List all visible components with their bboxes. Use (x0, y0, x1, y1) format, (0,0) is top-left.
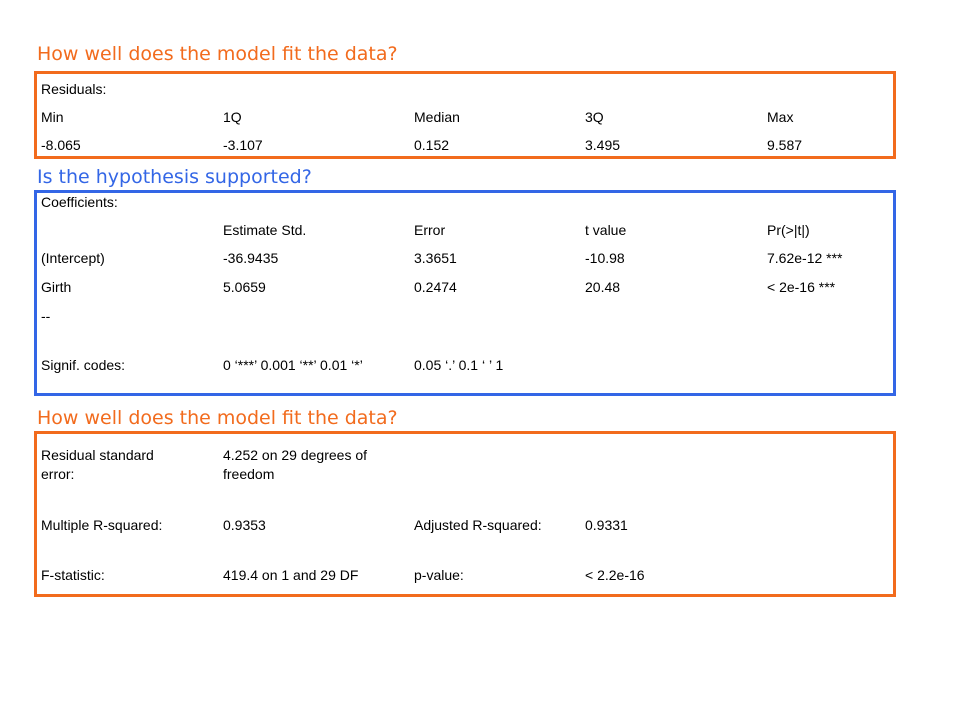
p-value-value: < 2.2e-16 (585, 567, 645, 583)
section-heading-hypothesis: Is the hypothesis supported? (37, 166, 312, 188)
residuals-box (34, 71, 896, 159)
residuals-header-3q: 3Q (585, 109, 604, 125)
coef-row-girth-p: < 2e-16 *** (767, 279, 836, 295)
coef-row-intercept-name: (Intercept) (41, 250, 105, 266)
residuals-value-min: -8.065 (41, 137, 81, 153)
coef-header-t-value: t value (585, 222, 627, 238)
residuals-value-max: 9.587 (767, 137, 803, 153)
coefficients-label: Coefficients: (41, 194, 118, 210)
signif-codes-part-a: 0 ‘***’ 0.001 ‘**’ 0.01 ‘*’ (223, 357, 363, 373)
f-statistic-label: F-statistic: (41, 567, 105, 583)
coef-row-girth-estimate: 5.0659 (223, 279, 266, 295)
residuals-label: Residuals: (41, 81, 107, 97)
multiple-r2-value: 0.9353 (223, 517, 266, 533)
coef-row-intercept-p: 7.62e-12 *** (767, 250, 843, 266)
coef-row-girth-name: Girth (41, 279, 72, 295)
section-heading-model-fit-2: How well does the model fit the data? (37, 407, 398, 429)
residuals-value-median: 0.152 (414, 137, 450, 153)
coef-header-estimate: Estimate Std. (223, 222, 307, 238)
coef-row-girth-t: 20.48 (585, 279, 621, 295)
coef-row-intercept-t: -10.98 (585, 250, 625, 266)
coef-header-error: Error (414, 222, 446, 238)
coef-row-girth-error: 0.2474 (414, 279, 457, 295)
signif-codes-part-b: 0.05 ‘.’ 0.1 ‘ ’ 1 (414, 357, 504, 373)
section-heading-model-fit: How well does the model fit the data? (37, 43, 398, 65)
multiple-r2-label: Multiple R-squared: (41, 517, 163, 533)
adjusted-r2-value: 0.9331 (585, 517, 628, 533)
residuals-header-min: Min (41, 109, 64, 125)
f-statistic-value: 419.4 on 1 and 29 DF (223, 567, 359, 583)
coefficients-box (34, 190, 896, 396)
p-value-label: p-value: (414, 567, 464, 583)
residuals-value-1q: -3.107 (223, 137, 263, 153)
residuals-value-3q: 3.495 (585, 137, 621, 153)
coef-separator: -- (41, 308, 51, 324)
residuals-header-median: Median (414, 109, 460, 125)
signif-codes-label: Signif. codes: (41, 357, 126, 373)
rse-value: 4.252 on 29 degrees of freedom (223, 447, 368, 482)
coef-header-p-value: Pr(>|t|) (767, 222, 810, 238)
fit-stats-box (34, 431, 896, 597)
residuals-header-1q: 1Q (223, 109, 242, 125)
coef-row-intercept-estimate: -36.9435 (223, 250, 279, 266)
adjusted-r2-label: Adjusted R-squared: (414, 517, 542, 533)
coef-row-intercept-error: 3.3651 (414, 250, 457, 266)
residuals-header-max: Max (767, 109, 794, 125)
rse-label: Residual standard error: (41, 447, 154, 482)
